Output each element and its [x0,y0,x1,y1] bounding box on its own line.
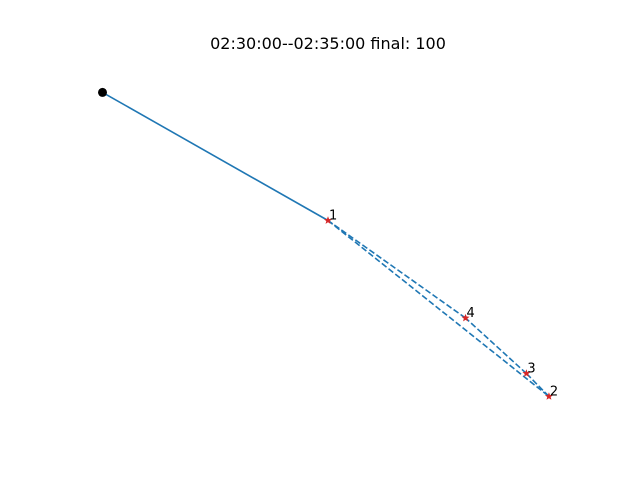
stop-label: 2 [550,384,558,399]
stop-label: 1 [329,209,337,224]
stop-label: 3 [527,362,535,377]
dashed-route-layer [327,219,550,398]
stop-marker-layer [98,87,553,400]
solid-route-line [102,91,329,222]
stop-label: 4 [467,306,475,321]
solid-route-layer [102,91,329,222]
dashed-route-segment [464,317,527,375]
dashed-route-segment [327,219,466,319]
stop-marker [324,216,332,224]
chart-title: 02:30:00--02:35:00 final: 100 [210,34,446,53]
stop-marker [522,369,531,377]
stop-label-layer: 1 23 4 [329,209,558,400]
dashed-route-segment [525,372,550,397]
stop-marker [544,392,553,400]
stop-marker [461,313,470,322]
start-point-marker [98,87,107,97]
dashed-route-segment [327,219,550,398]
